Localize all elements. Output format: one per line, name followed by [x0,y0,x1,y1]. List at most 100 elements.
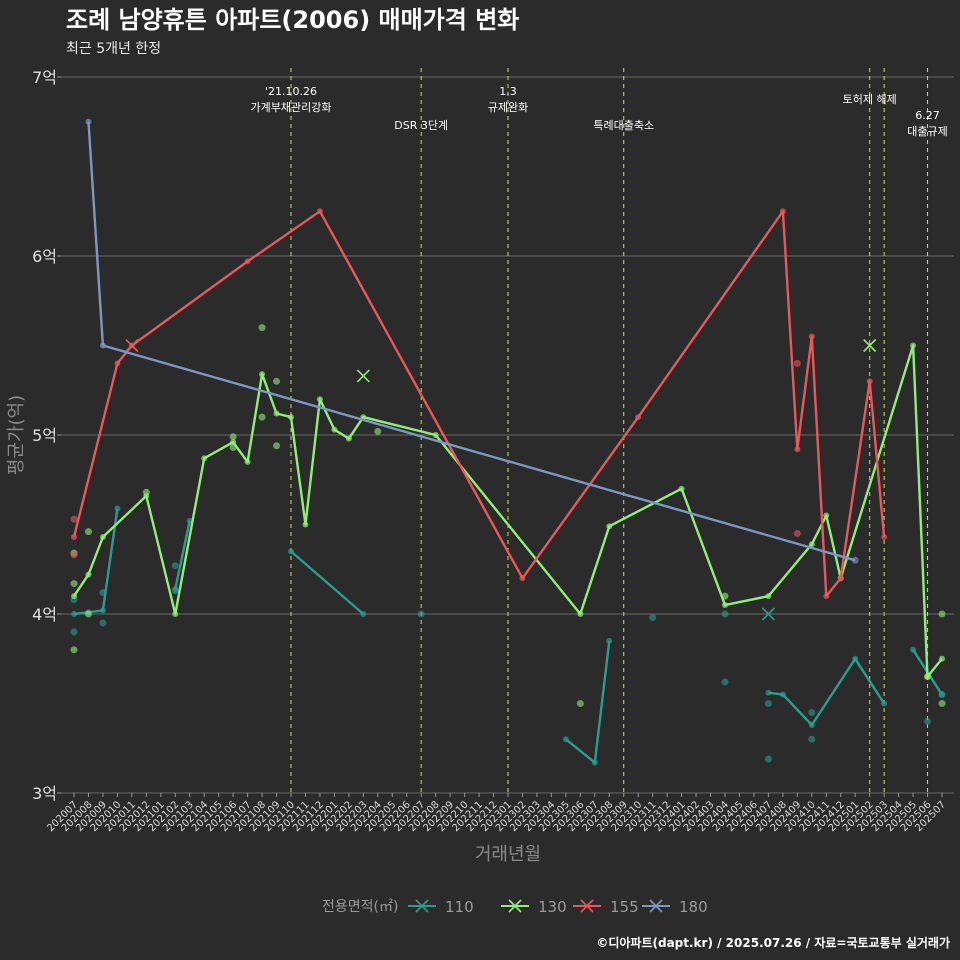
series-line [174,520,191,590]
y-axis-ticks: 3억 4억 5억 6억 7억 [32,68,61,803]
data-point [793,359,801,367]
data-point [85,118,92,125]
legend-label: 110 [445,898,474,916]
data-point [273,410,280,417]
trend-line [102,344,856,562]
series-line [768,657,886,727]
data-point [721,610,729,618]
legend-label: 180 [679,898,708,916]
data-point [84,610,92,618]
data-point [114,505,121,512]
data-point [360,611,367,617]
data-point [99,619,107,627]
data-point [288,548,294,555]
data-point [259,371,266,378]
data-point [635,414,642,421]
legend-swatch-cross [580,899,594,913]
data-point [808,541,815,548]
data-point [230,439,237,446]
data-point [244,258,251,265]
grid [60,76,954,794]
data-point [924,673,931,680]
data-point [316,208,323,215]
legend-swatch-cross [415,899,429,913]
y-tick-label: 7억 [32,68,57,87]
cross-marker [761,607,775,621]
data-point [70,646,78,654]
data-point [910,342,917,349]
event-label: 토허제 해제 [843,92,897,106]
data-point [938,610,946,618]
data-point [779,208,786,215]
data-point [71,593,77,600]
data-point [172,611,179,617]
y-axis-title: 평균가(억) [6,395,27,475]
data-point [779,691,786,698]
data-point [71,611,77,617]
data-point [70,515,78,523]
legend: 전용면적(㎡) 110 130 155 180 [322,898,708,916]
data-point [85,571,92,578]
series [70,118,946,766]
x-axis-title: 거래년월 [475,844,541,865]
cross-marker [863,338,877,353]
event-label: 가계부채관리강화 [251,101,332,114]
data-point [808,721,815,728]
event-label: 6.27 [915,109,940,122]
y-tick-label: 4억 [32,605,57,624]
data-point [606,637,613,644]
series-110 [70,505,946,766]
data-point [229,433,237,441]
source-caption: ©디아파트(dapt.kr) / 2025.07.26 / 자료=국토교통부 실… [596,935,950,950]
series-line [73,508,119,616]
data-point [172,585,179,592]
data-point [837,575,844,582]
event-label: 규제완화 [488,101,528,114]
cross-marker [125,338,139,353]
data-point [823,512,830,519]
series-line [87,121,105,346]
data-point [374,427,382,435]
data-point [881,534,888,541]
data-point [938,700,946,707]
data-point [866,378,873,385]
data-point [273,442,281,450]
data-point [70,628,78,636]
y-tick-label: 3억 [32,784,57,803]
data-point [939,655,945,662]
data-point [765,593,772,600]
legend-swatch-cross [649,899,663,913]
event-label: '21.10.26 [265,85,317,98]
data-point [71,534,77,541]
data-point [331,426,338,433]
series-130 [70,324,946,707]
series-line [72,210,886,598]
data-point [417,610,425,618]
data-point [244,458,251,465]
series-line [290,550,365,615]
data-point [99,534,106,541]
data-point [576,700,584,707]
data-point [939,691,945,698]
data-point [519,575,526,582]
data-point [823,593,830,600]
series-line [73,344,943,678]
y-tick-label: 6억 [32,247,57,266]
data-point [764,755,772,763]
data-point [764,700,772,707]
series-line [565,640,611,764]
legend-label: 155 [610,898,639,916]
data-point [70,551,78,559]
data-point [201,455,208,462]
chart-title: 조례 남양휴튼 아파트(2006) 매매가격 변화 [66,6,519,34]
chart-subtitle: 최근 5개년 한정 [66,41,161,57]
data-point [808,333,815,340]
series-180 [85,118,859,564]
data-point [562,736,569,743]
cross-marker [356,369,370,383]
data-point [302,521,309,528]
data-point [273,377,281,385]
data-point [910,646,917,653]
data-point [852,655,859,662]
